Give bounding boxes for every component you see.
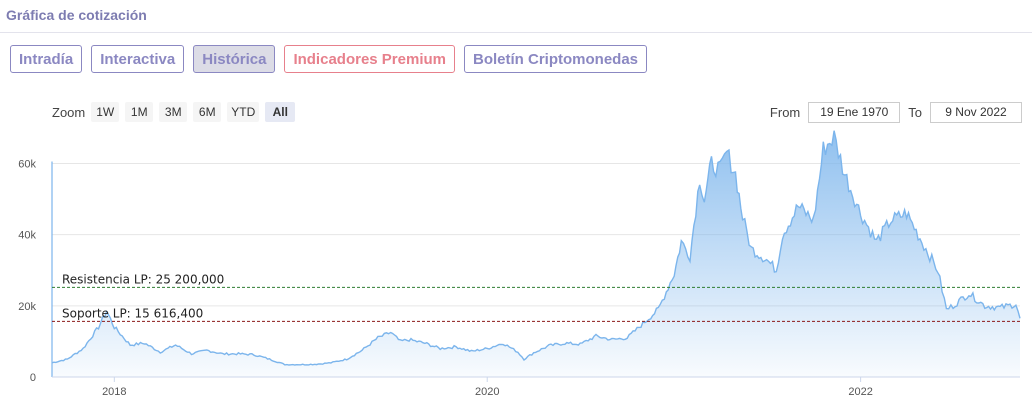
tab-interactiva[interactable]: Interactiva — [91, 45, 185, 73]
chart-axes: 0 20k 40k 60k 2018 2020 2022 — [18, 158, 1020, 398]
range-to-label: To — [908, 105, 922, 120]
range-from-label: From — [769, 105, 801, 120]
chart-section-title: Gráfica de cotización — [6, 7, 147, 23]
series-area — [52, 130, 1020, 377]
date-range: From 19 Ene 1970 To 9 Nov 2022 — [762, 102, 1022, 123]
y-tick-label: 60k — [18, 158, 36, 170]
x-tick-label: 2022 — [848, 386, 872, 398]
y-tick-label: 0 — [30, 372, 36, 384]
zoom-label: Zoom — [52, 104, 86, 120]
zoom-ytd-button[interactable]: YTD — [227, 102, 260, 122]
price-chart[interactable]: Resistencia LP: 25 200,000 Soporte LP: 15… — [0, 130, 1032, 407]
zoom-1w-button[interactable]: 1W — [91, 102, 120, 122]
chart-series — [51, 130, 1021, 377]
zoom-3m-button[interactable]: 3M — [159, 102, 188, 122]
zoom-1m-button[interactable]: 1M — [125, 102, 154, 122]
tab-indicadores-premium[interactable]: Indicadores Premium — [284, 45, 455, 73]
zoom-controls: Zoom 1W 1M 3M 6M YTD All — [52, 102, 301, 122]
chart-annotations: Resistencia LP: 25 200,000 Soporte LP: 15… — [52, 272, 1020, 322]
y-tick-label: 20k — [18, 301, 36, 313]
zoom-6m-button[interactable]: 6M — [193, 102, 222, 122]
annotation-label: Soporte LP: 15 616,400 — [62, 306, 203, 320]
annotation-label: Resistencia LP: 25 200,000 — [62, 272, 224, 286]
range-to-input[interactable]: 9 Nov 2022 — [930, 102, 1022, 123]
x-tick-label: 2018 — [102, 386, 126, 398]
range-from-input[interactable]: 19 Ene 1970 — [808, 102, 901, 123]
chart-header: Gráfica de cotización — [0, 0, 1032, 33]
tab-boletin-criptomonedas[interactable]: Boletín Criptomonedas — [464, 45, 648, 73]
zoom-all-button[interactable]: All — [265, 102, 296, 122]
series-line — [51, 130, 1021, 366]
chart-tabs: Intradía Interactiva Histórica Indicador… — [10, 45, 648, 73]
y-tick-label: 40k — [18, 230, 36, 242]
tab-historica[interactable]: Histórica — [193, 45, 276, 73]
tab-intradia[interactable]: Intradía — [10, 45, 83, 73]
x-tick-label: 2020 — [475, 386, 499, 398]
